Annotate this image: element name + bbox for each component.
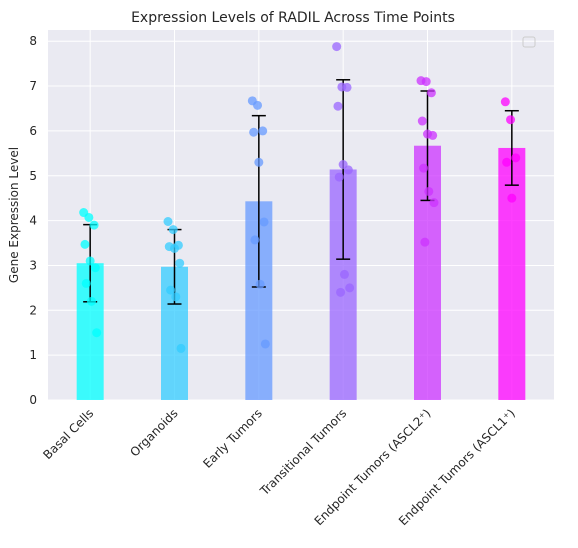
- y-tick-label: 7: [29, 79, 37, 93]
- data-point: [253, 100, 263, 110]
- data-point: [419, 163, 429, 173]
- data-point: [506, 115, 516, 125]
- y-axis-label: Gene Expression Level: [7, 147, 21, 283]
- data-point: [420, 237, 430, 247]
- legend-box: [522, 36, 536, 48]
- data-point: [343, 165, 353, 175]
- plot-background: [48, 30, 554, 400]
- y-tick-label: 3: [29, 258, 37, 272]
- data-point: [333, 101, 343, 111]
- data-point: [511, 153, 521, 163]
- y-tick-label: 2: [29, 303, 37, 317]
- data-point: [254, 157, 264, 167]
- data-point: [85, 256, 95, 266]
- data-point: [170, 243, 179, 253]
- x-tick-label: Transitional Tumors: [257, 406, 350, 499]
- data-point: [428, 130, 438, 140]
- y-tick-label: 6: [29, 124, 37, 138]
- data-point: [176, 343, 186, 353]
- data-point: [163, 217, 173, 227]
- y-tick-label: 5: [29, 169, 37, 183]
- data-point: [502, 157, 512, 167]
- y-tick-label: 8: [29, 34, 37, 48]
- data-point: [342, 82, 352, 92]
- data-points: [79, 42, 521, 353]
- y-tick-label: 1: [29, 348, 37, 362]
- data-point: [92, 328, 102, 338]
- data-point: [424, 186, 434, 196]
- y-tick-label: 0: [29, 393, 37, 407]
- data-point: [500, 97, 510, 107]
- data-point: [417, 116, 427, 126]
- data-point: [90, 263, 100, 273]
- y-tick-label: 4: [29, 214, 37, 228]
- data-point: [259, 217, 269, 227]
- data-point: [507, 193, 517, 203]
- x-tick-labels: Basal Cells Organoids Early TumorsTransiti…: [40, 406, 518, 528]
- data-point: [332, 42, 342, 52]
- data-point: [258, 126, 268, 136]
- data-point: [334, 172, 344, 182]
- data-point: [336, 287, 346, 297]
- data-point: [175, 258, 185, 268]
- data-point: [260, 339, 270, 349]
- chart-title: Expression Levels of RADIL Across Time P…: [131, 10, 455, 26]
- bar: [498, 147, 526, 400]
- y-tick-labels: 0 1 2 3 4 5 6 7 8: [29, 34, 37, 407]
- x-tick-label: Organoids: [127, 406, 180, 459]
- data-point: [171, 292, 181, 302]
- data-point: [89, 220, 99, 230]
- data-point: [84, 212, 94, 222]
- data-point: [86, 296, 96, 306]
- data-point: [168, 225, 178, 235]
- data-point: [426, 88, 436, 98]
- data-point: [339, 269, 349, 279]
- data-point: [429, 198, 439, 208]
- data-point: [81, 278, 91, 288]
- x-tick-label: Basal Cells: [40, 406, 96, 462]
- x-tick-label: Early Tumors: [200, 406, 265, 471]
- data-point: [421, 77, 431, 87]
- data-point: [345, 283, 355, 293]
- data-point: [80, 239, 90, 249]
- data-point: [255, 279, 265, 289]
- data-point: [249, 127, 259, 137]
- data-point: [166, 285, 176, 295]
- data-point: [250, 235, 260, 245]
